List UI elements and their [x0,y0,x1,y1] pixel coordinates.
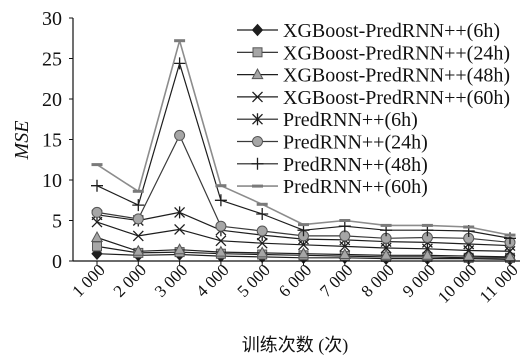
y-tick-label: 5 [52,211,62,233]
data-point-predrnn-48h [256,208,269,220]
y-tick-label: 15 [42,130,62,152]
data-point-xgboost-predrnn-48h [380,248,393,260]
data-point-predrnn-48h [91,179,103,192]
legend-item: XGBoost-PredRNN++(48h) [237,65,510,87]
series-predrnn-48h [91,57,516,245]
data-point-predrnn-24h [91,206,103,218]
data-point-xgboost-predrnn-48h [297,247,310,259]
data-point-xgboost-predrnn-48h [132,244,145,256]
legend-marker-plus [251,157,264,170]
x-axis-title: 训练次数 (次) [242,335,349,356]
data-point-xgboost-predrnn-48h [173,243,186,255]
y-tick-label: 30 [42,8,62,30]
legend-item: XGBoost-PredRNN++(6h) [237,20,500,42]
legend-item: XGBoost-PredRNN++(60h) [237,87,510,109]
y-tick-label: 10 [42,170,62,192]
x-tick-label: 5 000 [234,260,274,300]
legend-item: PredRNN++(6h) [237,109,418,131]
x-tick-label: 6 000 [275,260,315,300]
data-point-predrnn-48h [297,224,310,237]
legend-marker-x-cross [252,91,263,103]
legend-item: PredRNN++(24h) [237,132,428,154]
legend-label: XGBoost-PredRNN++(60h) [283,87,510,109]
x-tick-label: 2 000 [110,260,150,300]
x-tick-label: 4 000 [192,260,232,300]
legend-marker-triangle [251,68,264,80]
x-axis: 1 000 2 000 3 000 4 000 5 000 6 000 7 000 8 000… [68,260,521,306]
data-point-xgboost-predrnn-60h [256,237,268,249]
x-tick-label: 11 000 [476,260,522,306]
legend: XGBoost-PredRNN++(6h)XGBoost-PredRNN++(2… [237,20,510,198]
data-point-xgboost-predrnn-48h [256,246,269,258]
x-tick-label: 1 000 [68,260,108,300]
legend-label: PredRNN++(6h) [283,109,418,131]
data-point-predrnn-48h [173,57,186,70]
data-point-predrnn-48h [338,220,351,233]
data-point-xgboost-predrnn-60h [174,223,186,235]
data-point-xgboost-predrnn-60h [132,230,144,242]
legend-marker-square [252,47,263,58]
x-tick-label: 10 000 [434,260,480,306]
data-point-xgboost-predrnn-48h [338,247,351,259]
y-axis-title: MSE [11,121,33,161]
y-tick-label: 0 [52,251,62,273]
series-predrnn-60h [91,39,516,237]
data-point-predrnn-24h [215,220,227,232]
data-point-predrnn-24h [256,225,268,237]
x-tick-label: 8 000 [357,260,397,300]
series-xgboost-predrnn-48h [90,230,517,262]
x-tick-label: 7 000 [316,260,356,300]
data-point-predrnn-24h [132,213,144,225]
data-point-xgboost-predrnn-24h [92,241,102,252]
x-tick-label: 3 000 [151,260,191,300]
legend-label: XGBoost-PredRNN++(24h) [283,42,510,64]
legend-label: PredRNN++(24h) [283,132,428,154]
legend-label: XGBoost-PredRNN++(6h) [283,20,500,42]
data-point-xgboost-predrnn-48h [421,248,434,260]
x-tick-label: 9 000 [399,260,439,300]
legend-item: PredRNN++(60h) [237,176,428,198]
y-tick-label: 20 [42,89,62,111]
y-tick-label: 25 [42,49,62,71]
data-point-predrnn-24h [174,129,186,141]
y-axis: 0 5 10 15 20 25 30 [42,8,74,273]
legend-marker-asterisk [252,113,263,126]
legend-item: PredRNN++(48h) [237,154,428,176]
legend-marker-circle [252,136,263,147]
data-point-predrnn-48h [214,194,227,207]
legend-marker-diamond [251,23,264,37]
data-point-predrnn-6h [174,206,186,219]
data-point-predrnn-24h [339,230,351,242]
data-point-xgboost-predrnn-60h [215,235,227,247]
legend-label: PredRNN++(60h) [283,176,428,198]
legend-label: XGBoost-PredRNN++(48h) [283,65,510,87]
data-point-xgboost-predrnn-48h [90,230,104,242]
data-point-xgboost-predrnn-48h [462,249,475,261]
data-point-predrnn-48h [132,199,145,212]
legend-label: PredRNN++(48h) [283,154,428,176]
legend-item: XGBoost-PredRNN++(24h) [237,42,510,64]
data-point-xgboost-predrnn-48h [214,245,227,257]
